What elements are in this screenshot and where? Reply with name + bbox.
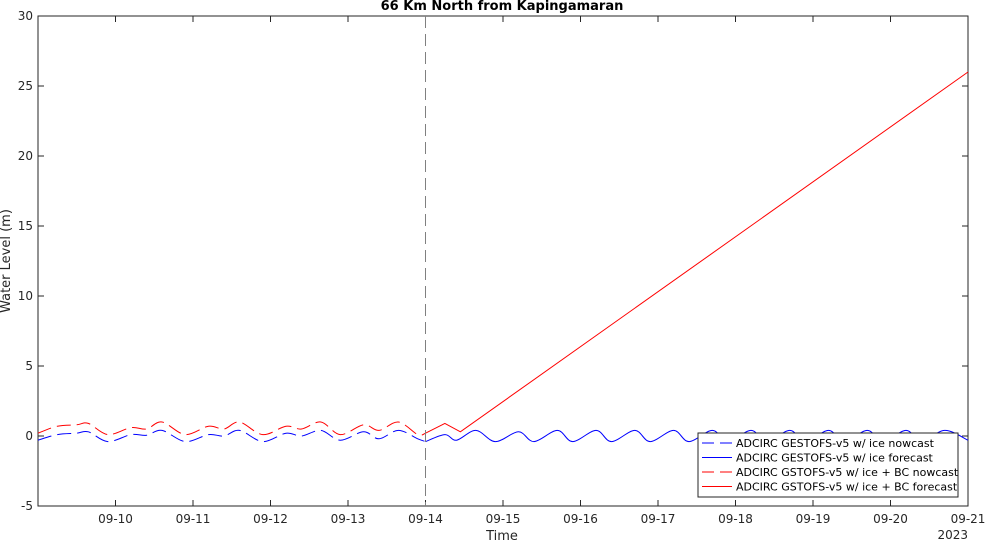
legend-entry: ADCIRC GSTOFS-v5 w/ ice + BC nowcast bbox=[736, 466, 959, 479]
y-tick-label: 30 bbox=[18, 9, 33, 23]
series-line-1 bbox=[37, 429, 426, 443]
y-tick-label: 15 bbox=[18, 219, 33, 233]
x-tick-label: 09-11 bbox=[176, 512, 211, 526]
legend-box bbox=[697, 432, 959, 498]
x-tick-label: 09-21 bbox=[951, 512, 985, 526]
year-label: 2023 bbox=[937, 528, 968, 541]
y-tick-label: 25 bbox=[18, 79, 33, 93]
y-axis-label: Water Level (m) bbox=[0, 209, 14, 313]
x-tick-label: 09-17 bbox=[641, 512, 676, 526]
y-tick-label: 20 bbox=[18, 149, 33, 163]
x-tick-label: 09-16 bbox=[563, 512, 598, 526]
legend-entry: ADCIRC GESTOFS-v5 w/ ice nowcast bbox=[736, 437, 935, 450]
legend: ADCIRC GESTOFS-v5 w/ ice nowcast ADCIRC G… bbox=[697, 432, 959, 498]
y-tick-label: 0 bbox=[25, 429, 33, 443]
axis-ticks: 09-10 09-11 09-12 09-13 09-14 09-15 09-16 09-17… bbox=[18, 9, 985, 526]
y-tick-label: 5 bbox=[25, 359, 33, 373]
x-tick-label: 09-14 bbox=[408, 512, 443, 526]
x-tick-label: 09-13 bbox=[331, 512, 366, 526]
x-tick-label: 09-15 bbox=[486, 512, 521, 526]
series-line-4 bbox=[425, 71, 969, 434]
legend-entry: ADCIRC GSTOFS-v5 w/ ice + BC forecast bbox=[736, 481, 958, 494]
legend-entry: ADCIRC GESTOFS-v5 w/ ice forecast bbox=[736, 452, 934, 465]
plot-area bbox=[37, 15, 969, 507]
x-tick-label: 09-20 bbox=[873, 512, 908, 526]
x-axis-label: Time bbox=[485, 529, 518, 541]
y-tick-label: 10 bbox=[18, 289, 33, 303]
x-tick-label: 09-12 bbox=[253, 512, 288, 526]
x-tick-label: 09-18 bbox=[718, 512, 753, 526]
chart-title: 66 Km North from Kapingamaran bbox=[381, 0, 624, 14]
y-tick-label: -5 bbox=[21, 499, 33, 513]
x-tick-label: 09-10 bbox=[98, 512, 133, 526]
x-tick-label: 09-19 bbox=[796, 512, 831, 526]
series-line-3 bbox=[37, 421, 426, 436]
